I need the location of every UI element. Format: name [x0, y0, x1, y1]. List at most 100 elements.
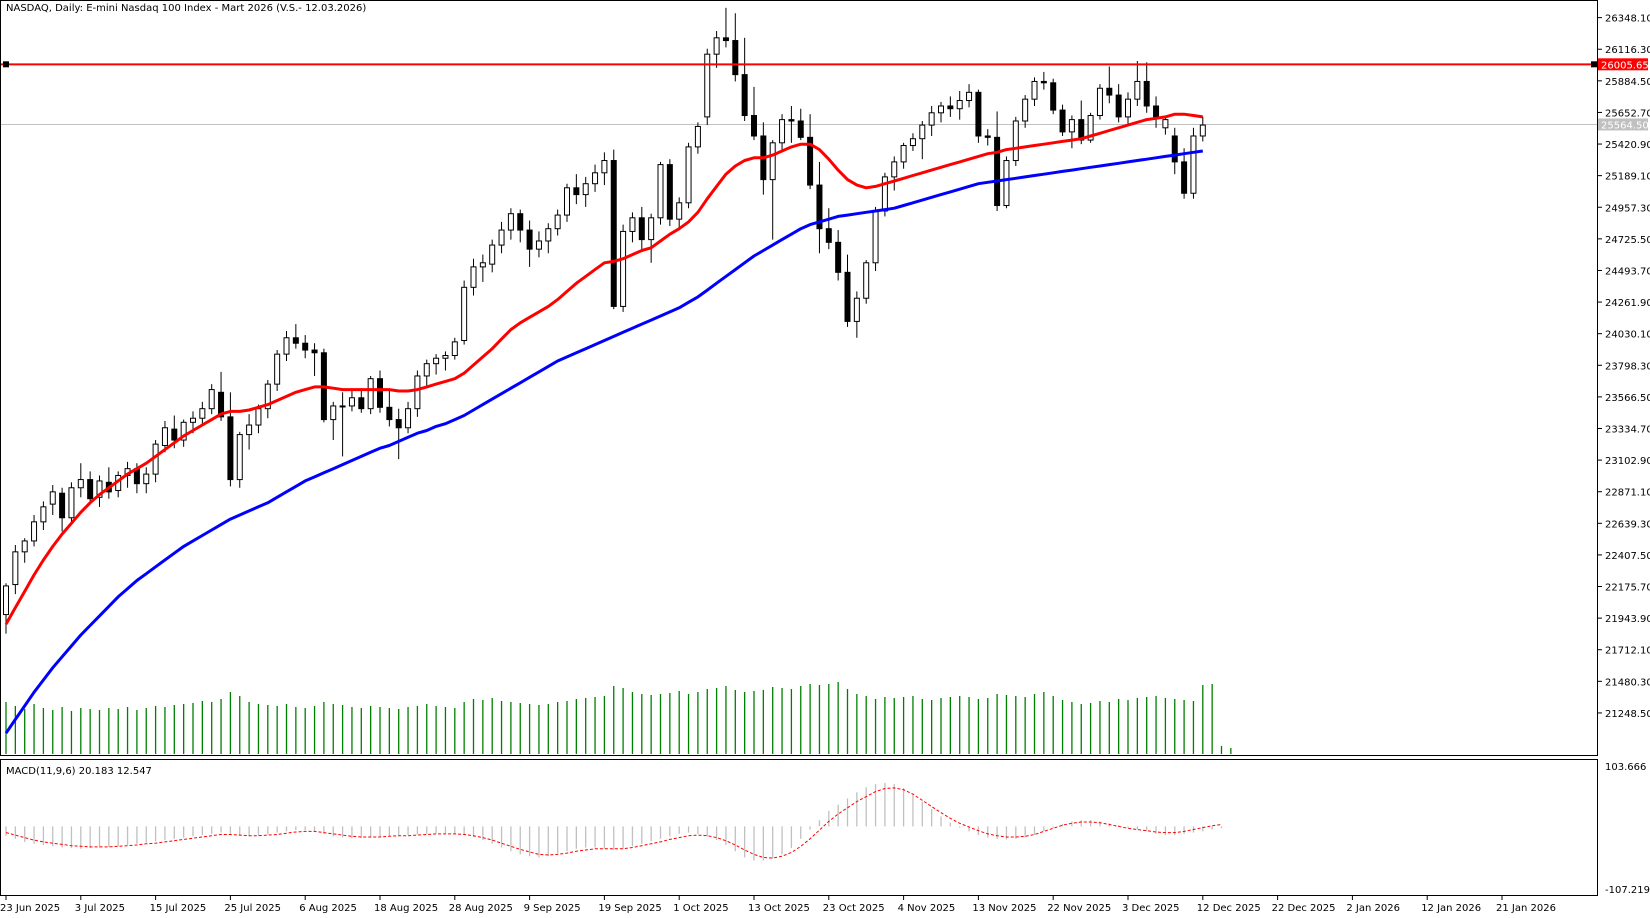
candle-body — [900, 145, 907, 163]
time-tick-label: 21 Jan 2026 — [1496, 903, 1556, 914]
candle-body — [199, 408, 206, 419]
candle-body — [414, 375, 421, 410]
price-tick-label: 26348.10 — [1605, 14, 1650, 25]
time-tick-label: 4 Nov 2025 — [898, 903, 956, 914]
time-tick-label: 13 Oct 2025 — [748, 903, 810, 914]
candle-body — [722, 37, 729, 42]
candle-body — [479, 262, 486, 268]
candle-body — [1059, 109, 1066, 133]
time-tick-label: 2 Jan 2026 — [1346, 903, 1400, 914]
level-price-label: 26005.65 — [1601, 60, 1649, 71]
level-price-tag — [1598, 58, 1648, 71]
candle-body — [638, 217, 645, 241]
candle-body — [218, 391, 225, 418]
candle-body — [1050, 82, 1057, 111]
candle-body — [1031, 80, 1038, 100]
time-tick-label: 23 Jun 2025 — [0, 903, 60, 914]
current-price-tag — [1598, 118, 1648, 131]
candle-body — [40, 506, 47, 523]
time-tick-label: 22 Dec 2025 — [1272, 903, 1336, 914]
candle-body — [601, 160, 608, 174]
candle-body — [1106, 87, 1113, 96]
time-tick-label: 1 Oct 2025 — [673, 903, 728, 914]
ma-fast-line — [4, 112, 1204, 625]
candle-body — [423, 363, 430, 377]
candle-body — [358, 397, 365, 410]
candle-body — [1134, 80, 1141, 100]
candle-body — [255, 408, 262, 426]
price-tick-label: 22871.10 — [1605, 488, 1650, 499]
candle-body — [1068, 119, 1075, 133]
moving-averages — [4, 112, 1204, 735]
price-tick-label: 24725.50 — [1605, 235, 1650, 246]
horizontal-level-line[interactable]: 26005.65 — [1, 58, 1649, 71]
price-tick-label: 23798.30 — [1605, 361, 1650, 372]
price-axis: 26348.10 26116.30 25884.50 25652.70 25420.90… — [1598, 14, 1650, 720]
level-line-handle-right — [1591, 61, 1597, 68]
price-tick-label: 22175.70 — [1605, 583, 1650, 594]
price-tick-label: 22407.50 — [1605, 551, 1650, 562]
candle-body — [853, 297, 860, 322]
candle-body — [264, 383, 271, 410]
candle-body — [1199, 124, 1206, 137]
candle-body — [31, 521, 38, 542]
price-tick-label: 23334.70 — [1605, 424, 1650, 435]
candle-body — [629, 217, 636, 232]
candle-body — [339, 405, 346, 408]
candle-body — [68, 487, 75, 519]
price-tick-label: 21943.90 — [1605, 614, 1650, 625]
price-tick-label: 23102.90 — [1605, 456, 1650, 467]
candle-body — [975, 91, 982, 137]
candle-body — [797, 120, 804, 138]
candle-body — [694, 125, 701, 148]
price-tick-label: 25189.10 — [1605, 172, 1650, 183]
macd-title: MACD(11,9,6) 20.183 12.547 — [6, 766, 152, 777]
candle-body — [751, 115, 757, 137]
candle-body — [872, 210, 879, 264]
candle-body — [470, 266, 477, 288]
candle-body — [348, 397, 355, 407]
candle-body — [994, 136, 1001, 207]
macd-tick-label: 103.666 — [1605, 762, 1646, 773]
time-tick-label: 15 Jul 2025 — [150, 903, 207, 914]
chart-title: NASDAQ, Daily: E-mini Nasdaq 100 Index -… — [6, 3, 367, 14]
time-tick-label: 3 Dec 2025 — [1122, 903, 1180, 914]
time-tick-label: 23 Oct 2025 — [823, 903, 885, 914]
price-tick-label: 24957.30 — [1605, 203, 1650, 214]
price-tick-label: 24030.10 — [1605, 330, 1650, 341]
candle-body — [610, 160, 617, 307]
candle-body — [844, 271, 851, 322]
time-tick-label: 19 Sep 2025 — [598, 903, 661, 914]
candle-body — [713, 37, 720, 55]
candle-body — [143, 473, 150, 485]
time-tick-label: 13 Nov 2025 — [972, 903, 1036, 914]
time-tick-label: 28 Aug 2025 — [449, 903, 513, 914]
candle-body — [180, 421, 187, 441]
level-line-handle-left — [3, 61, 9, 68]
candle-body — [405, 408, 412, 429]
candle-body — [732, 40, 739, 76]
candle-body — [928, 112, 935, 126]
current-price-line: 25564.50 — [1, 118, 1649, 131]
price-tick-label: 25884.50 — [1605, 77, 1650, 88]
price-tick-label: 21480.30 — [1605, 677, 1650, 688]
candle-body — [909, 138, 916, 147]
candle-body — [367, 378, 374, 410]
candle-body — [12, 551, 19, 586]
candle-body — [564, 187, 570, 216]
candle-body — [1022, 98, 1029, 122]
candle-body — [919, 124, 926, 140]
candle-body — [1115, 94, 1122, 118]
candle-body — [59, 492, 66, 519]
price-tick-label: 21248.50 — [1605, 709, 1650, 720]
price-tick-label: 23566.50 — [1605, 393, 1650, 404]
candle-body — [330, 405, 337, 421]
candle-body — [741, 74, 748, 117]
candle-body — [190, 417, 196, 423]
time-tick-label: 18 Aug 2025 — [374, 903, 438, 914]
candle-body — [21, 540, 28, 553]
candle-body — [274, 353, 281, 385]
macd-pane-frame — [0, 759, 1598, 896]
